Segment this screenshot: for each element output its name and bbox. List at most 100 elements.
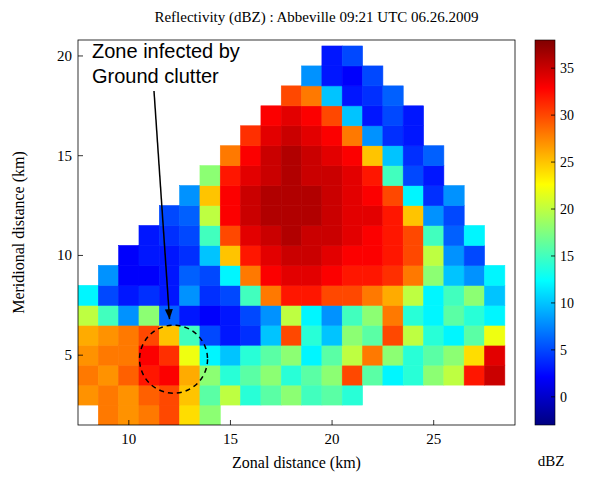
cell (464, 245, 484, 265)
cell (281, 206, 301, 226)
x-tick-label: 10 (121, 431, 136, 447)
cell (363, 245, 383, 265)
cell (139, 245, 159, 265)
cell (342, 106, 362, 126)
cell (485, 285, 505, 305)
cell (363, 325, 383, 345)
cell (281, 106, 301, 126)
cell (342, 385, 362, 405)
cell (424, 245, 444, 265)
cell (261, 325, 281, 345)
cell (464, 365, 484, 385)
cell (281, 285, 301, 305)
cell (444, 285, 464, 305)
cell (363, 226, 383, 246)
cell (200, 365, 220, 385)
cell (281, 385, 301, 405)
cell (403, 345, 423, 365)
cell (403, 226, 423, 246)
y-tick (78, 155, 83, 156)
cell (424, 345, 444, 365)
y-tick (78, 255, 83, 256)
cell (281, 86, 301, 106)
cell (159, 245, 179, 265)
cell (403, 146, 423, 166)
cell (383, 206, 403, 226)
cell (322, 66, 342, 86)
cell (403, 325, 423, 345)
cell (363, 66, 383, 86)
cell (444, 365, 464, 385)
cell (241, 325, 261, 345)
y-tick (78, 355, 83, 356)
cell (403, 285, 423, 305)
x-tick (433, 420, 434, 425)
cell (485, 265, 505, 285)
colorbar-tick (551, 302, 555, 303)
cell (363, 166, 383, 186)
cell (322, 285, 342, 305)
cell (159, 226, 179, 246)
cell (241, 245, 261, 265)
x-axis-title: Zonal distance (km) (232, 454, 361, 472)
cell (220, 226, 240, 246)
cell (261, 126, 281, 146)
cell (241, 305, 261, 325)
chart: Reflectivity (dBZ) : Abbeville 09:21 UTC… (0, 0, 596, 489)
cell (261, 146, 281, 166)
cell (444, 226, 464, 246)
cell (322, 365, 342, 385)
cell (424, 325, 444, 345)
cell (180, 405, 200, 425)
cell (403, 206, 423, 226)
cell (98, 345, 118, 365)
cell (281, 126, 301, 146)
cell (424, 186, 444, 206)
colorbar-label: dBZ (538, 453, 565, 469)
cell (241, 265, 261, 285)
cell (464, 345, 484, 365)
clutter-zone-circle (140, 325, 208, 393)
cell (180, 226, 200, 246)
cell (342, 345, 362, 365)
y-tick-label: 20 (57, 48, 72, 64)
cell (139, 405, 159, 425)
cell (342, 206, 362, 226)
cell (302, 325, 322, 345)
cell (180, 245, 200, 265)
cell (322, 245, 342, 265)
cell (180, 186, 200, 206)
cell (241, 285, 261, 305)
cell (403, 305, 423, 325)
cell (220, 285, 240, 305)
y-tick (78, 55, 83, 56)
cell (119, 305, 139, 325)
cell (464, 226, 484, 246)
cell (424, 265, 444, 285)
cell (322, 226, 342, 246)
cell (342, 146, 362, 166)
cell (383, 186, 403, 206)
cell (383, 166, 403, 186)
cell (159, 345, 179, 365)
cell (342, 226, 362, 246)
cell (302, 365, 322, 385)
cell (322, 86, 342, 106)
cell (98, 265, 118, 285)
cell (444, 265, 464, 285)
cell (322, 265, 342, 285)
cell (78, 385, 98, 405)
cells (78, 46, 505, 425)
cell (220, 265, 240, 285)
cell (322, 106, 342, 126)
cell (485, 305, 505, 325)
cell (261, 365, 281, 385)
cell (241, 206, 261, 226)
cell (363, 265, 383, 285)
cell (119, 345, 139, 365)
cell (444, 206, 464, 226)
cell (363, 285, 383, 305)
cell (485, 365, 505, 385)
cell (342, 245, 362, 265)
cell (302, 226, 322, 246)
